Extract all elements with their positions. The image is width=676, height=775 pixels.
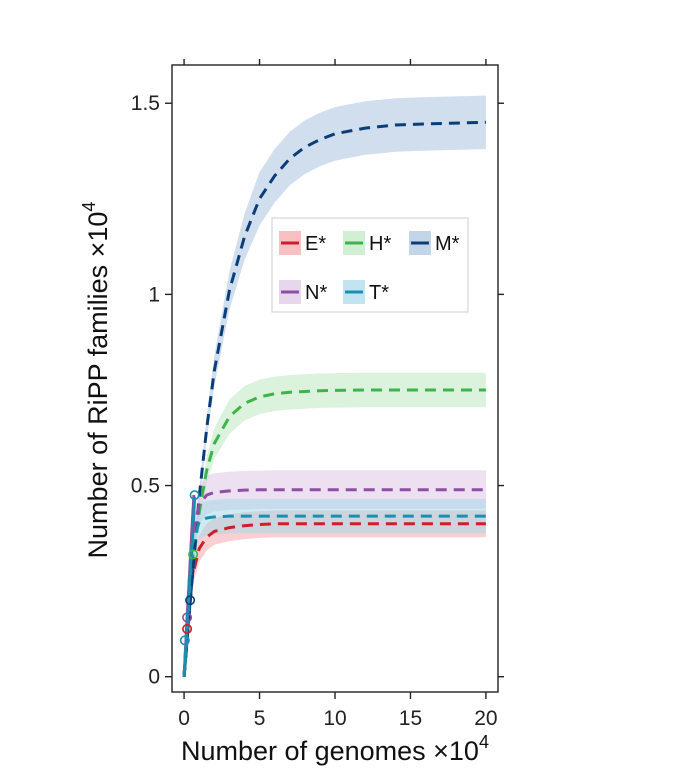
y-tick-label-0.5: 0.5	[131, 475, 160, 498]
legend-label-t: T*	[369, 282, 389, 304]
legend-label-m: M*	[435, 233, 460, 255]
y-axis-ticks: 0 0.5 1 1.5	[131, 92, 504, 689]
legend: E* H* M* N* T*	[271, 217, 469, 313]
y-axis-title-superscript: 4	[79, 202, 99, 212]
legend-box	[271, 217, 469, 313]
band-t	[184, 498, 486, 676]
x-tick-label-0: 0	[178, 707, 190, 730]
marker-h	[188, 549, 199, 560]
x-axis-title: Number of genomes ×104	[181, 732, 489, 766]
legend-label-e: E*	[305, 233, 326, 255]
legend-label-h: H*	[369, 233, 391, 255]
marker-t	[189, 490, 200, 501]
x-tick-label-15: 15	[399, 707, 422, 730]
line-n	[182, 488, 486, 676]
x-tick-label-20: 20	[474, 707, 497, 730]
y-tick-label-1: 1	[148, 283, 160, 306]
confidence-bands	[184, 95, 486, 676]
x-tick-label-5: 5	[254, 707, 266, 730]
line-h	[182, 388, 486, 677]
legend-label-n: N*	[305, 282, 327, 304]
marker-n	[182, 612, 193, 623]
line-e	[182, 522, 486, 677]
y-axis-title-text: Number of RiPP families ×10	[83, 212, 113, 559]
band-e	[184, 510, 486, 676]
marker-extra-0	[179, 635, 190, 646]
y-tick-label-0: 0	[148, 666, 160, 689]
line-m	[182, 120, 486, 677]
band-h	[184, 372, 486, 676]
line-t	[182, 514, 486, 676]
marker-e	[182, 623, 193, 634]
y-tick-label-1.5: 1.5	[131, 92, 160, 115]
x-tick-label-10: 10	[323, 707, 346, 730]
x-axis-title-superscript: 4	[479, 732, 489, 752]
marker-m	[185, 595, 196, 606]
x-axis-title-text: Number of genomes ×10	[181, 736, 479, 766]
series-markers	[179, 490, 200, 646]
y-axis-title: Number of RiPP families ×104	[79, 202, 113, 559]
x-axis-ticks: 0 5 10 15 20	[178, 59, 498, 730]
